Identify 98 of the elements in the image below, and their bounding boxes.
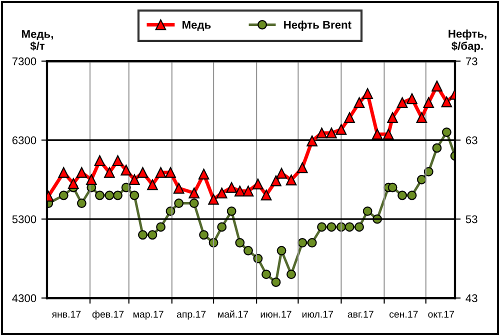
point bbox=[296, 162, 308, 174]
point bbox=[76, 198, 86, 208]
y-tick-label: 4300 bbox=[12, 294, 36, 302]
point bbox=[189, 198, 199, 208]
x-tick-label: фев.17 bbox=[92, 310, 124, 320]
point bbox=[362, 88, 373, 99]
point bbox=[252, 178, 264, 190]
point bbox=[387, 112, 398, 124]
point bbox=[354, 222, 364, 232]
point bbox=[372, 128, 383, 140]
point bbox=[234, 186, 246, 196]
y-tick-label: 7300 bbox=[12, 57, 36, 66]
point bbox=[432, 80, 442, 92]
point bbox=[398, 190, 407, 200]
point bbox=[423, 97, 434, 108]
point bbox=[130, 190, 140, 200]
x-tick-label: май.17 bbox=[218, 310, 248, 318]
point bbox=[262, 270, 271, 280]
point bbox=[112, 155, 124, 166]
point bbox=[260, 190, 272, 200]
point bbox=[276, 246, 286, 256]
point bbox=[137, 167, 148, 178]
point bbox=[276, 168, 287, 179]
point bbox=[336, 124, 347, 135]
x-tick-label: апр.17 bbox=[176, 310, 206, 320]
y2-tick-label: 43 bbox=[466, 294, 478, 302]
point bbox=[147, 179, 158, 190]
point bbox=[306, 135, 318, 146]
point bbox=[442, 127, 452, 137]
point bbox=[208, 194, 219, 205]
point bbox=[68, 178, 79, 189]
point bbox=[129, 174, 140, 186]
point bbox=[298, 238, 308, 248]
point bbox=[173, 182, 184, 194]
point bbox=[286, 270, 296, 280]
point bbox=[165, 167, 176, 178]
x-tick-label: июн.17 bbox=[260, 310, 292, 318]
point bbox=[388, 182, 398, 192]
y2-tick-label: 73 bbox=[466, 57, 478, 66]
point bbox=[271, 278, 281, 287]
point bbox=[326, 128, 337, 138]
point bbox=[138, 230, 148, 240]
point bbox=[148, 230, 158, 240]
point bbox=[94, 155, 106, 166]
y2-axis-title: Нефть, $/бар. bbox=[448, 30, 486, 52]
point bbox=[244, 246, 253, 256]
point bbox=[188, 188, 200, 198]
x-tick-label: янв.17 bbox=[52, 310, 81, 318]
point bbox=[406, 93, 418, 104]
y-tick-label: 5300 bbox=[12, 215, 36, 224]
x-tick-label: окт.17 bbox=[428, 310, 454, 318]
point bbox=[362, 206, 372, 216]
y-axis-title: Медь, $/т bbox=[22, 30, 53, 51]
point bbox=[354, 97, 365, 108]
point bbox=[396, 97, 408, 108]
point bbox=[226, 206, 236, 216]
y2-tick-label: 63 bbox=[466, 136, 478, 144]
point bbox=[344, 112, 355, 124]
point bbox=[407, 190, 417, 200]
point bbox=[286, 174, 297, 186]
point bbox=[156, 222, 166, 232]
x-tick-label: июл.17 bbox=[302, 310, 333, 318]
x-tick-label: мар.17 bbox=[133, 310, 164, 320]
legend-label: Медь bbox=[182, 21, 211, 31]
point bbox=[198, 168, 210, 180]
point bbox=[432, 143, 442, 153]
point bbox=[58, 167, 70, 178]
point bbox=[317, 222, 326, 232]
point bbox=[104, 190, 114, 200]
point bbox=[217, 222, 227, 232]
point bbox=[76, 167, 88, 178]
point bbox=[113, 190, 122, 200]
point bbox=[155, 167, 166, 178]
point bbox=[242, 186, 254, 196]
point bbox=[199, 230, 209, 240]
point bbox=[326, 222, 336, 232]
point bbox=[95, 190, 104, 200]
legend-label: Нефть Brent bbox=[284, 20, 352, 31]
point bbox=[270, 175, 282, 186]
point bbox=[344, 222, 354, 232]
point bbox=[216, 188, 228, 198]
point bbox=[104, 167, 115, 178]
point bbox=[226, 182, 237, 193]
point bbox=[441, 96, 452, 108]
point bbox=[86, 174, 97, 186]
point bbox=[416, 174, 426, 184]
point bbox=[235, 238, 245, 248]
point bbox=[120, 164, 132, 176]
point bbox=[58, 190, 68, 200]
point bbox=[174, 198, 184, 208]
x-tick-label: сен.17 bbox=[389, 310, 418, 318]
y2-tick-label: 53 bbox=[466, 215, 478, 224]
y-tick-label: 6300 bbox=[12, 136, 36, 144]
point bbox=[416, 112, 428, 124]
point bbox=[382, 128, 394, 140]
point bbox=[316, 128, 328, 138]
point bbox=[307, 238, 317, 248]
x-tick-label: авг.17 bbox=[348, 310, 374, 318]
